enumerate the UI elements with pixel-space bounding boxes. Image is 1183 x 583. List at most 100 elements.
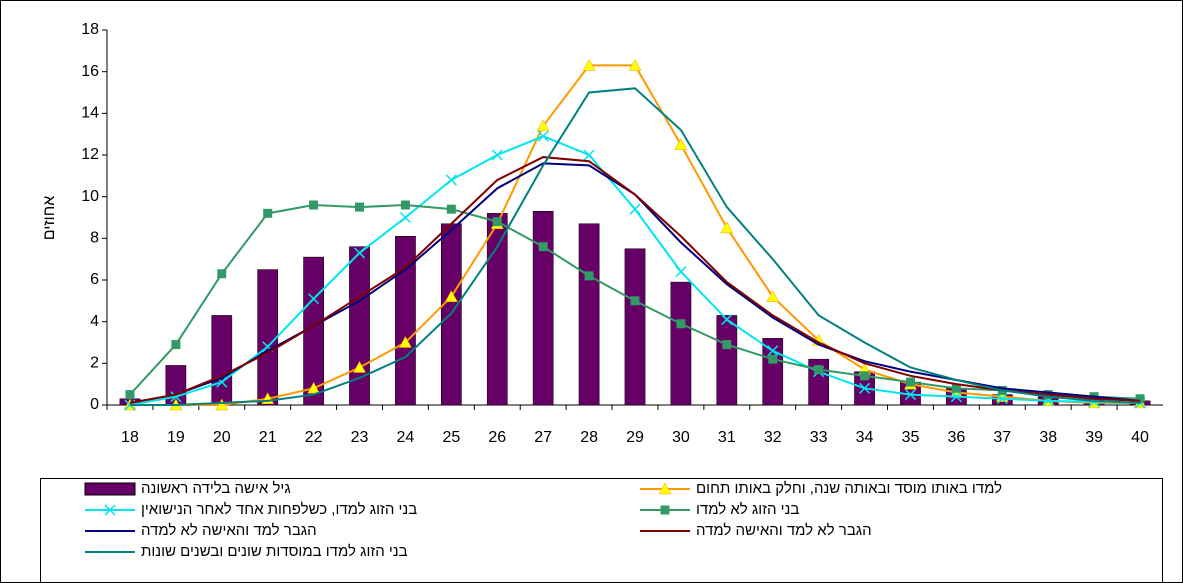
marker [353,247,366,259]
bar [257,269,279,406]
bar [395,236,416,406]
y-tick-label: 12 [81,146,99,163]
marker [215,398,229,411]
bar [624,248,646,406]
legend-label: הגבר לא למד והאישה למדה [696,522,872,539]
marker [767,345,779,357]
bar [211,315,233,406]
marker [104,504,116,516]
x-tick-label: 28 [580,429,598,446]
x-tick-label: 35 [902,429,920,446]
x-tick-label: 33 [810,429,828,446]
y-tick-label: 8 [90,230,99,247]
legend-label: למדו באותו מוסד ובאותה שנה, וחלק באותו ת… [696,480,1002,497]
bar [578,223,600,406]
x-tick-label: 38 [1039,429,1057,446]
y-tick-label: 6 [90,271,99,288]
marker [217,269,227,279]
marker [445,174,457,186]
marker [353,360,366,373]
x-tick-label: 32 [764,429,782,446]
marker [674,138,688,150]
legend-label: בני הזוג לא למדו [696,501,799,518]
marker [399,211,411,224]
y-tick-label: 14 [81,105,99,122]
marker [584,271,594,281]
x-tick-label: 18 [121,429,139,446]
x-tick-label: 29 [626,429,644,446]
marker [355,202,365,212]
legend-label: גיל אישה בלידה ראשונה [141,480,291,497]
y-tick-label: 4 [90,313,99,330]
marker [1135,394,1145,404]
bar [670,281,692,406]
marker [582,58,596,71]
x-tick-label: 25 [442,429,460,446]
y-tick-label: 16 [81,63,99,80]
marker [658,482,672,495]
marker [307,381,321,394]
legend-label: בני הזוג למדו במוסדות שונים ובשנים שונות [141,543,408,560]
marker [660,505,670,515]
marker [583,149,595,161]
marker [538,242,548,252]
line [129,156,1141,404]
marker [171,340,181,350]
marker [722,340,732,350]
marker [951,383,961,393]
legend: גיל אישה בלידה ראשונה למדו באותו מוסד ובא… [141,480,1002,560]
x-tick-label: 19 [167,429,185,446]
marker [859,382,871,394]
bar [762,338,784,406]
marker [399,335,412,348]
marker [721,314,733,326]
y-tick-label: 2 [90,355,99,372]
y-axis-label: אחוזים [41,196,58,241]
legend-label: בני הזוג למדו, כשלפחות אחד לאחר הנישואין [141,501,417,518]
y-tick-label: 18 [81,21,99,38]
marker [308,293,320,305]
bar [716,315,738,406]
bar [532,211,554,406]
marker [860,371,870,381]
y-tick-label: 0 [90,396,99,413]
legend-swatch [84,482,136,496]
marker [628,58,642,71]
marker [263,208,273,218]
x-tick-label: 26 [488,429,506,446]
x-tick-label: 34 [856,429,874,446]
marker [676,319,686,329]
marker [309,200,319,210]
x-tick-label: 40 [1131,429,1149,446]
marker [491,149,503,161]
x-tick-label: 24 [397,429,415,446]
marker [630,296,640,306]
marker [905,377,915,387]
marker [766,290,780,302]
marker [446,204,456,214]
x-tick-label: 20 [213,429,231,446]
y-tick-label: 10 [81,188,99,205]
x-tick-label: 39 [1085,429,1103,446]
x-tick-label: 22 [305,429,323,446]
x-tick-label: 36 [947,429,965,446]
marker [904,389,917,401]
x-tick-label: 37 [993,429,1011,446]
marker [996,393,1008,405]
x-tick-label: 27 [534,429,552,446]
marker [536,119,550,132]
marker [768,354,778,364]
line [129,87,1141,406]
x-tick-label: 23 [351,429,369,446]
marker [629,203,641,215]
x-tick-label: 31 [718,429,736,446]
marker [814,365,824,375]
x-tick-label: 21 [259,429,277,446]
marker [492,217,502,227]
legend-label: הגבר למד והאישה לא למדה [141,522,317,539]
marker [444,290,458,302]
x-tick-label: 30 [672,429,690,446]
marker [675,266,687,278]
marker [537,130,549,142]
